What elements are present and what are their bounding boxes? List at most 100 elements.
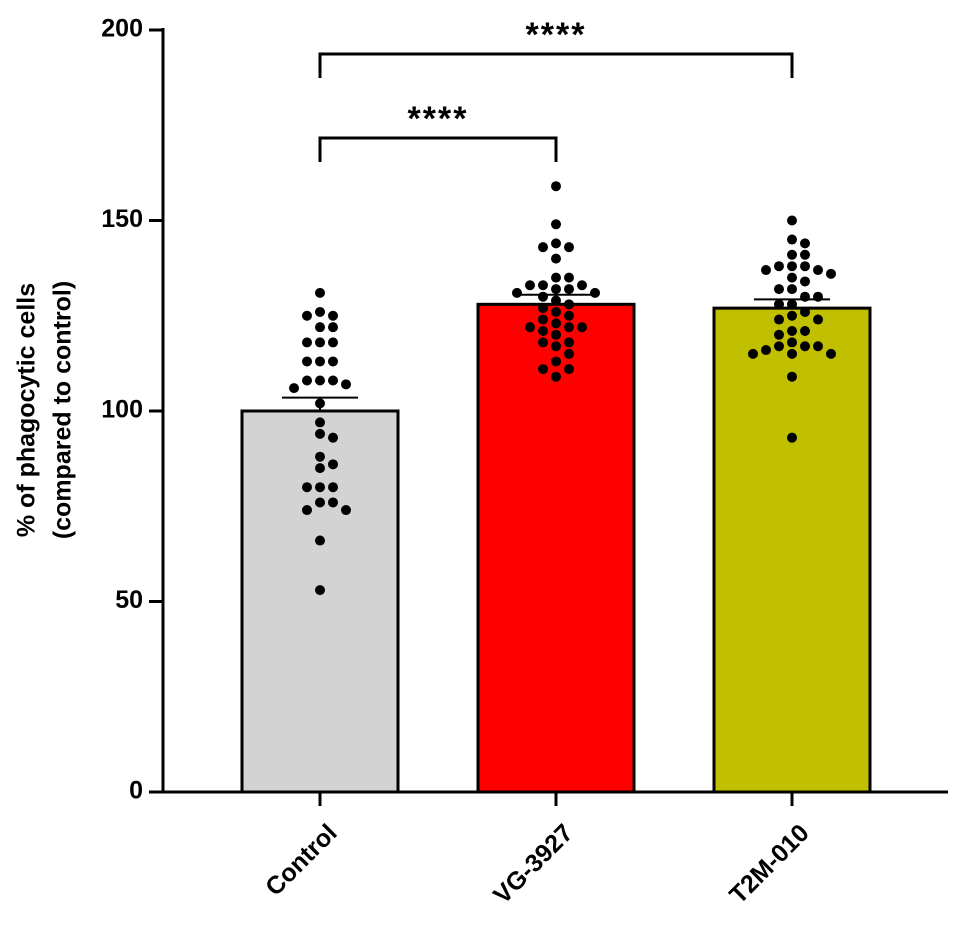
data-point [787, 310, 797, 321]
y-tick-label: 150 [101, 205, 143, 233]
data-point [564, 272, 574, 283]
data-point [302, 505, 312, 516]
data-point [302, 310, 312, 321]
data-point [787, 234, 797, 245]
data-point [551, 371, 561, 382]
data-point [787, 261, 797, 272]
data-point [315, 287, 325, 298]
data-point [328, 459, 338, 470]
data-point [787, 284, 797, 295]
data-point [800, 325, 810, 336]
x-axis: Control VG-3927 T2M-010 [161, 790, 948, 910]
data-point [315, 463, 325, 474]
data-point [328, 497, 338, 508]
data-point [774, 284, 784, 295]
data-point [538, 337, 548, 348]
data-point [538, 314, 548, 325]
data-point [315, 356, 325, 367]
data-point [564, 310, 574, 321]
data-point [538, 303, 548, 314]
data-point [551, 253, 561, 264]
data-point [787, 215, 797, 226]
data-point [787, 325, 797, 336]
data-point [551, 306, 561, 317]
data-point [302, 337, 312, 348]
data-point [774, 299, 784, 310]
data-point [328, 310, 338, 321]
y-tick-label: 50 [115, 586, 143, 614]
data-point [813, 314, 823, 325]
significance-brackets: **** **** [318, 16, 794, 162]
data-point [564, 348, 574, 359]
data-point [302, 356, 312, 367]
x-tick-label-control: Control [260, 819, 343, 902]
y-tick-label: 0 [129, 777, 143, 805]
significance-bracket [318, 136, 558, 162]
data-point [315, 417, 325, 428]
data-point [551, 329, 561, 340]
data-point [315, 585, 325, 596]
data-point [564, 364, 574, 375]
data-point [328, 322, 338, 333]
data-point [813, 291, 823, 302]
data-point [302, 375, 312, 386]
bar-control [240, 409, 400, 794]
data-point [800, 341, 810, 352]
data-point [551, 284, 561, 295]
data-point [787, 337, 797, 348]
y-tick-label: 200 [101, 15, 143, 43]
data-point [813, 341, 823, 352]
x-tick-label-t2m-010: T2M-010 [724, 819, 815, 910]
y-tick-label: 100 [101, 396, 143, 424]
data-point [787, 348, 797, 359]
data-point [341, 505, 351, 516]
data-point [551, 219, 561, 230]
data-point [787, 249, 797, 260]
y-axis-title: % of phagocytic cells (compared to contr… [13, 281, 77, 539]
data-point [813, 265, 823, 276]
data-point [800, 261, 810, 272]
data-point [315, 398, 325, 409]
data-point [315, 451, 325, 462]
data-point [538, 280, 548, 291]
data-point [315, 337, 325, 348]
bar-vg-3927 [476, 302, 636, 794]
data-point [315, 375, 325, 386]
data-point [826, 348, 836, 359]
data-point [564, 284, 574, 295]
data-point [748, 348, 758, 359]
data-point [551, 341, 561, 352]
data-point [315, 482, 325, 493]
data-point [787, 299, 797, 310]
data-point [564, 337, 574, 348]
data-points-group [289, 181, 836, 596]
data-point [564, 242, 574, 253]
data-point [577, 322, 587, 333]
data-point [564, 322, 574, 333]
data-point [774, 329, 784, 340]
data-point [525, 280, 535, 291]
data-point [590, 287, 600, 298]
data-point [315, 535, 325, 546]
data-point [315, 322, 325, 333]
data-point [551, 318, 561, 329]
data-point [328, 337, 338, 348]
data-point [787, 371, 797, 382]
data-point [315, 497, 325, 508]
data-point [289, 383, 299, 394]
data-point [761, 265, 771, 276]
data-point [315, 306, 325, 317]
y-axis-title-line1: % of phagocytic cells [13, 283, 41, 537]
data-point [328, 356, 338, 367]
significance-label: **** [408, 100, 469, 138]
data-point [551, 295, 561, 306]
data-point [774, 341, 784, 352]
data-point [538, 291, 548, 302]
data-point [525, 322, 535, 333]
data-point [800, 249, 810, 260]
data-point [551, 272, 561, 283]
significance-label: **** [526, 16, 587, 54]
data-point [538, 242, 548, 253]
data-point [577, 280, 587, 291]
